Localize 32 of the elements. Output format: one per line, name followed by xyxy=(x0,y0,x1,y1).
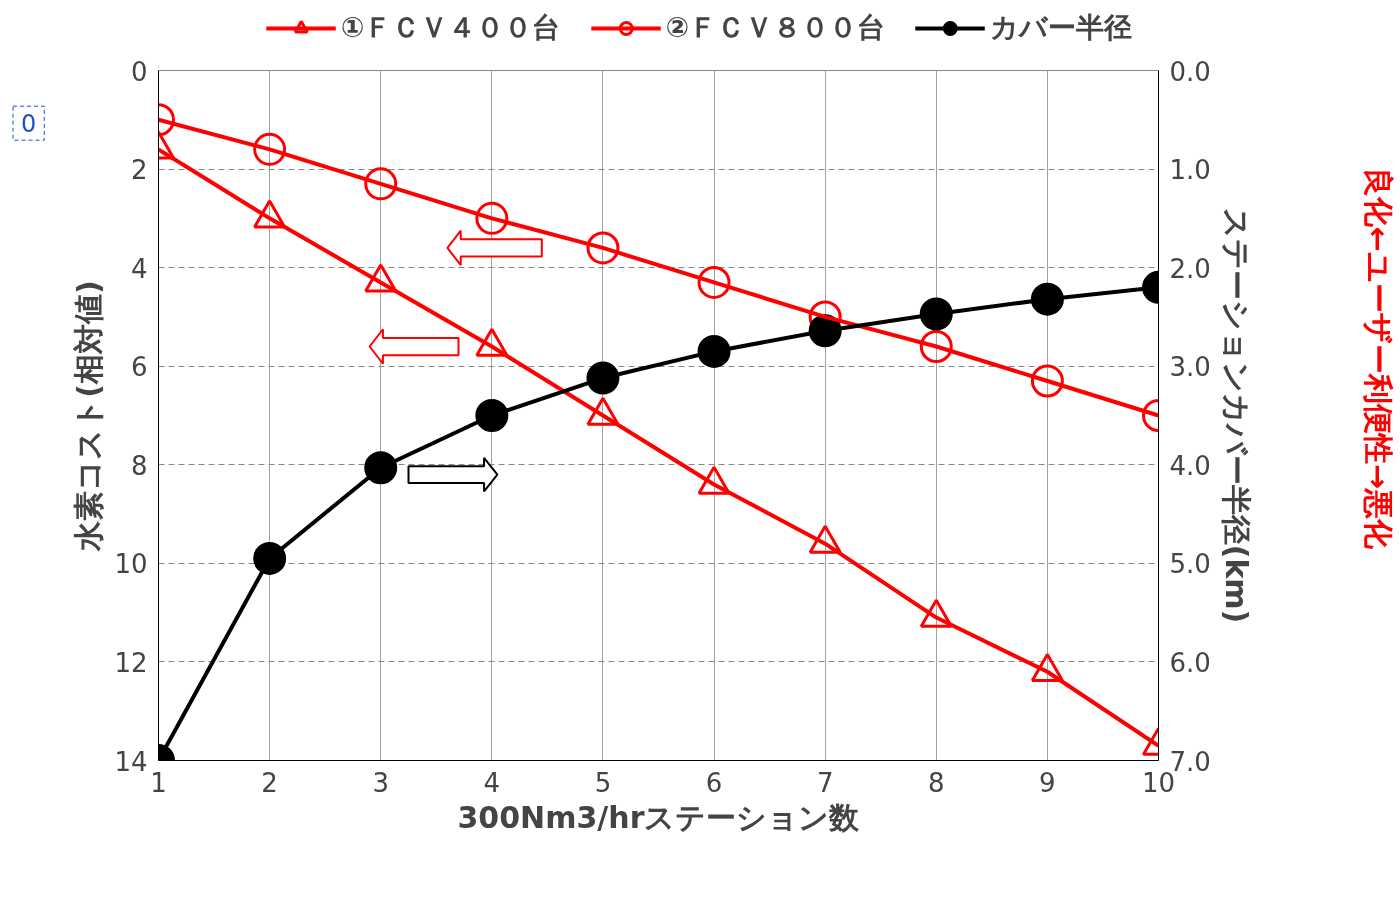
y2-tick-label: 1.0 xyxy=(1169,155,1211,186)
x-tick-label: 1 xyxy=(150,767,167,798)
x-tick-label: 3 xyxy=(372,767,389,798)
y-tick-label: 14 xyxy=(114,746,148,777)
y2-axis-title: ステーションカバー半径(km) xyxy=(1218,207,1254,624)
text: 0 xyxy=(21,110,37,139)
y-axis-title: 水素コスト(相対値) xyxy=(71,280,107,552)
x-tick-label: 5 xyxy=(594,767,612,798)
x-tick-label: 8 xyxy=(928,767,945,798)
x-tick-label: 7 xyxy=(816,767,834,798)
x-tick-label: 9 xyxy=(1039,767,1056,798)
y-tick-label: 10 xyxy=(114,549,148,580)
y2-tick-label: 3.0 xyxy=(1169,352,1211,383)
legend-label: カバー半径 xyxy=(990,9,1133,46)
legend-label: ②ＦＣＶ８００台 xyxy=(665,9,886,46)
y-tick-label: 12 xyxy=(114,647,148,678)
y2-tick-label: 4.0 xyxy=(1169,450,1211,481)
text: 良化←ユーザー利便性→悪化 xyxy=(1361,166,1396,550)
y-tick-label: 4 xyxy=(130,253,148,284)
y-tick-label: 2 xyxy=(130,155,148,186)
y2-tick-label: 0.0 xyxy=(1169,56,1211,87)
x-tick-label: 6 xyxy=(705,767,723,798)
y-tick-label: 8 xyxy=(130,450,148,481)
y2-tick-label: 5.0 xyxy=(1169,549,1211,580)
y-tick-label: 0 xyxy=(130,56,148,87)
x-tick-label: 2 xyxy=(261,767,278,798)
legend-label: ①ＦＣＶ４００台 xyxy=(340,9,561,46)
x-axis-title: 300Nm3/hrステーション数 xyxy=(457,799,861,835)
x-tick-label: 4 xyxy=(483,767,501,798)
y2-tick-label: 6.0 xyxy=(1169,647,1211,678)
y-tick-label: 6 xyxy=(130,352,148,383)
y2-tick-label: 2.0 xyxy=(1169,253,1211,284)
